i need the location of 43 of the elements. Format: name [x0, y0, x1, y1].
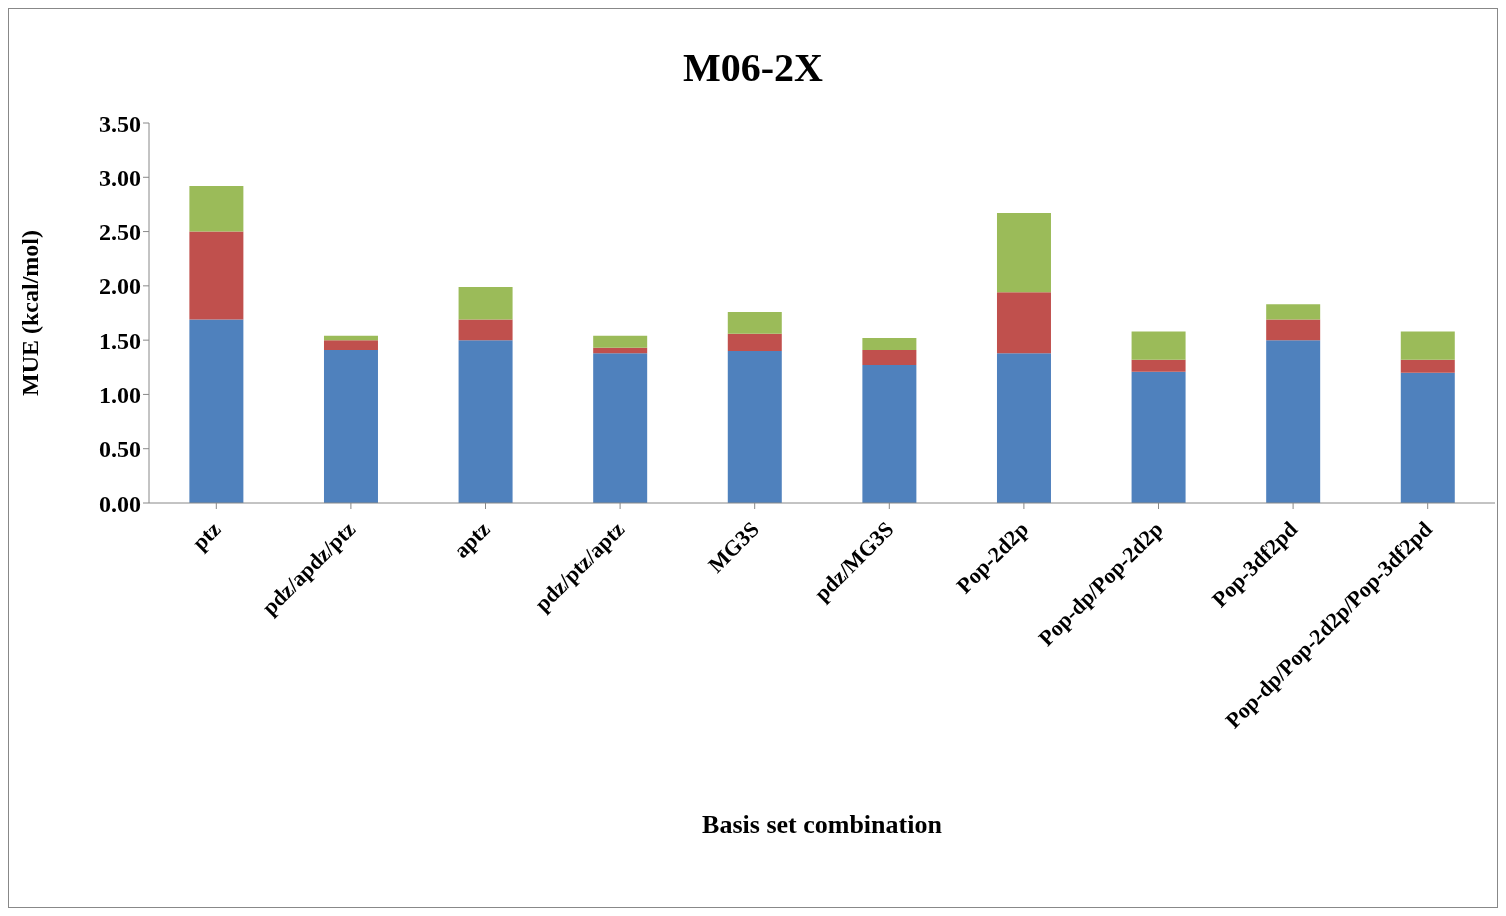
- bar: [458, 319, 513, 341]
- bar: [593, 335, 648, 348]
- bar: [1266, 304, 1321, 320]
- bar: [323, 335, 378, 341]
- x-tick-label: ptz: [187, 516, 226, 555]
- bar: [1131, 359, 1186, 372]
- y-tick-label: 3.50: [99, 110, 141, 137]
- bar: [458, 340, 513, 503]
- bar: [593, 347, 648, 354]
- bar: [1400, 359, 1455, 373]
- bar: [862, 365, 917, 503]
- bar: [1400, 331, 1455, 360]
- y-tick-label: 3.00: [99, 164, 141, 191]
- bar: [323, 340, 378, 350]
- bar: [996, 213, 1051, 293]
- bar: [996, 353, 1051, 503]
- chart-title: M06-2X: [682, 44, 824, 92]
- bar: [1131, 331, 1186, 360]
- y-tick-label: 1.50: [99, 327, 141, 354]
- bar: [1266, 340, 1321, 503]
- bar: [727, 351, 782, 503]
- bar: [996, 292, 1051, 354]
- bar: [862, 349, 917, 366]
- y-tick-label: 0.50: [99, 436, 141, 463]
- x-axis-title: Basis set combination: [702, 810, 943, 839]
- y-tick-label: 2.50: [99, 219, 141, 246]
- y-tick-label: 1.00: [99, 381, 141, 408]
- bar: [189, 231, 244, 320]
- bar: [1400, 372, 1455, 503]
- bar: [862, 337, 917, 350]
- bar: [323, 349, 378, 503]
- y-tick-label: 2.00: [99, 273, 141, 300]
- bar: [727, 333, 782, 351]
- y-axis-title: MUE (kcal/mol): [16, 230, 43, 396]
- bar: [458, 286, 513, 320]
- bar: [593, 353, 648, 503]
- bar: [189, 185, 244, 232]
- bar: [727, 311, 782, 334]
- x-tick-label: aptz: [448, 516, 495, 563]
- bar: [189, 319, 244, 503]
- bar: [1266, 319, 1321, 341]
- y-tick-label: 0.00: [99, 490, 141, 517]
- bar: [1131, 371, 1186, 503]
